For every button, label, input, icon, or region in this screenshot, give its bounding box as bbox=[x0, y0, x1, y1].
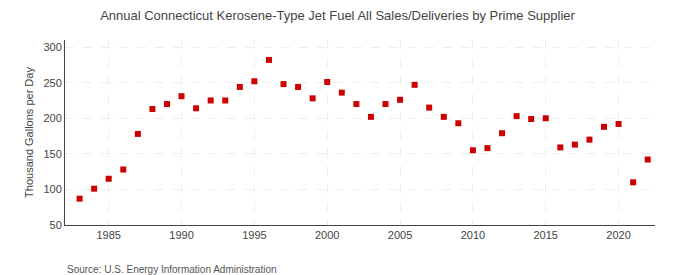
svg-text:1985: 1985 bbox=[96, 229, 120, 241]
svg-text:Source: U.S. Energy Informatio: Source: U.S. Energy Information Administ… bbox=[67, 264, 277, 275]
svg-text:2020: 2020 bbox=[606, 229, 630, 241]
svg-text:100: 100 bbox=[43, 183, 61, 195]
svg-text:2010: 2010 bbox=[461, 229, 485, 241]
svg-text:150: 150 bbox=[43, 148, 61, 160]
svg-text:2015: 2015 bbox=[533, 229, 557, 241]
svg-text:1990: 1990 bbox=[169, 229, 193, 241]
svg-text:2000: 2000 bbox=[315, 229, 339, 241]
svg-text:250: 250 bbox=[43, 77, 61, 89]
svg-text:2005: 2005 bbox=[388, 229, 412, 241]
svg-text:Annual Connecticut Kerosene-Ty: Annual Connecticut Kerosene-Type Jet Fue… bbox=[100, 8, 575, 23]
svg-text:1995: 1995 bbox=[242, 229, 266, 241]
svg-text:200: 200 bbox=[43, 112, 61, 124]
svg-text:Thousand Gallons per Day: Thousand Gallons per Day bbox=[23, 67, 35, 198]
svg-text:300: 300 bbox=[43, 41, 61, 53]
svg-text:50: 50 bbox=[50, 219, 62, 231]
